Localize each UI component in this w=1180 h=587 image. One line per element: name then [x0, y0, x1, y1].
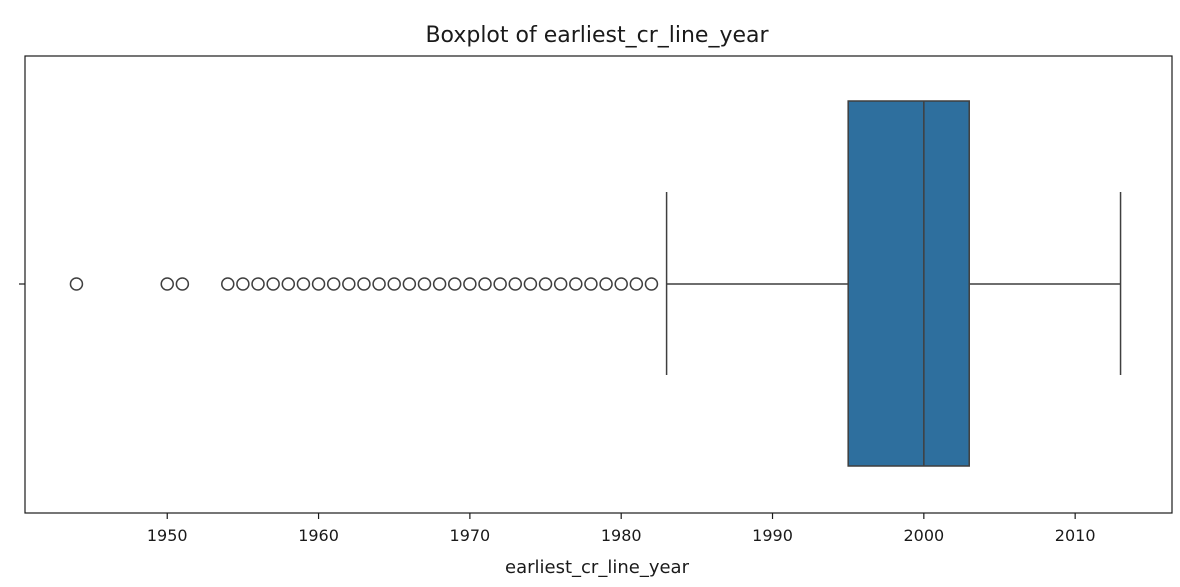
outlier-point	[447, 277, 462, 291]
outlier-point	[417, 277, 432, 291]
outlier-point	[614, 277, 628, 291]
x-tick-label: 1970	[450, 526, 491, 545]
outlier-point	[584, 277, 598, 291]
x-tick-label: 1960	[298, 526, 339, 545]
outlier-point	[478, 277, 492, 291]
outlier-point	[432, 277, 447, 291]
outlier-point	[160, 277, 174, 291]
outlier-point	[357, 277, 371, 291]
outlier-point	[372, 277, 386, 291]
outlier-point	[175, 277, 190, 291]
outlier-point	[342, 277, 356, 291]
outlier-point	[402, 277, 417, 291]
x-axis-ticks: 1950 1960 1970 1980 1990 2000 2010	[147, 513, 1096, 545]
x-tick-label: 1990	[752, 526, 793, 545]
outlier-point	[281, 277, 296, 291]
outlier-point	[599, 277, 613, 291]
outlier-point	[538, 277, 553, 291]
outlier-point	[296, 277, 311, 291]
outlier-point	[493, 277, 507, 291]
x-tick-label: 1980	[601, 526, 642, 545]
outlier-point	[311, 277, 326, 291]
outlier-point	[326, 277, 341, 291]
outlier-point	[221, 277, 235, 291]
outlier-point	[387, 277, 401, 291]
outlier-point	[266, 277, 280, 291]
x-tick-label: 2000	[903, 526, 944, 545]
box-group	[665, 100, 1122, 467]
outlier-point	[508, 277, 523, 291]
outliers	[69, 277, 659, 291]
outlier-point	[553, 277, 568, 291]
x-tick-label: 2010	[1055, 526, 1096, 545]
outlier-point	[629, 277, 644, 291]
outlier-point	[236, 277, 250, 291]
outlier-point	[69, 277, 84, 291]
x-tick-label: 1950	[147, 526, 188, 545]
interquartile-box	[847, 100, 970, 467]
outlier-point	[463, 277, 477, 291]
chart-title: Boxplot of earliest_cr_line_year	[425, 23, 769, 48]
x-axis-label: earliest_cr_line_year	[505, 557, 690, 578]
outlier-point	[523, 277, 538, 291]
outlier-point	[251, 277, 265, 291]
outlier-point	[569, 277, 583, 291]
outlier-point	[644, 277, 659, 291]
